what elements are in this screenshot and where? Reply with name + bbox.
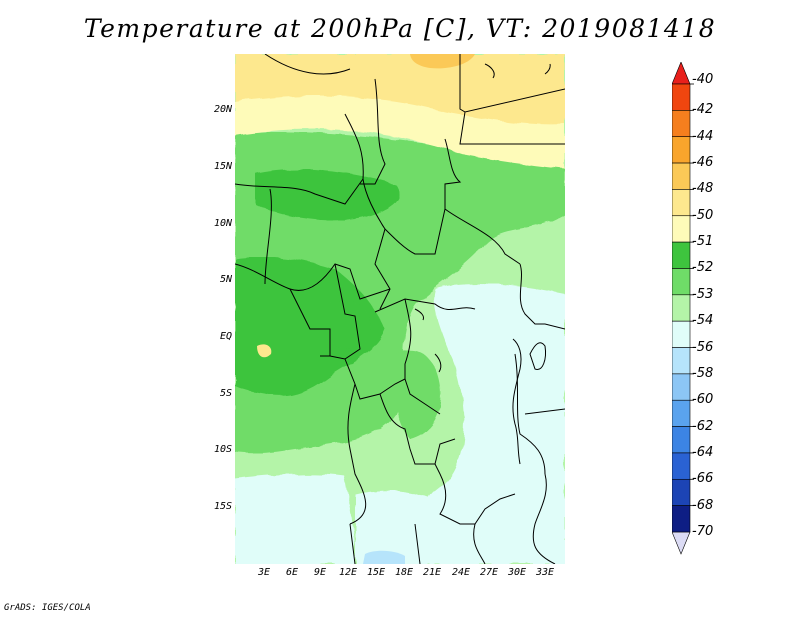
legend-label: -50 [692,207,714,223]
legend-label: -56 [692,339,714,355]
lat-label: 15N [213,161,232,172]
legend-swatch [672,294,691,322]
legend-swatch [672,268,691,296]
legend-swatch [672,241,691,269]
legend-label: -46 [692,155,714,171]
legend-label: -60 [692,392,714,408]
lat-label: 10S [213,444,232,455]
legend-swatch [672,426,691,454]
legend-cap-top [672,62,691,85]
country-borders [235,54,565,564]
legend-label: -53 [692,286,714,302]
lon-label: 27E [479,567,499,578]
legend-label: -44 [692,128,714,144]
chart-title: Temperature at 200hPa [C], VT: 201908141… [83,14,717,43]
legend-swatch [672,83,691,111]
field-cold-southwest [235,473,355,564]
legend-cap-bottom [672,531,691,555]
legend-swatch [672,189,691,217]
color-legend [672,62,694,555]
field-dark-green [235,257,385,396]
legend-label: -62 [692,418,714,434]
field-cold-blue-patch [363,550,405,564]
legend-swatch [672,478,691,506]
legend-label: -52 [692,260,714,276]
legend-swatch [672,320,691,348]
lat-label: 5N [219,274,232,285]
lon-label: 3E [257,567,271,578]
legend-swatch [672,347,691,375]
legend-label: -64 [692,444,714,460]
field-yellow-patch-eq [257,344,272,358]
legend-swatch [672,136,691,164]
legend-label: -40 [692,72,714,87]
field-dark-green-central [330,300,371,350]
legend-swatch [672,505,691,533]
legend-swatch [672,110,691,138]
lat-label: 20N [213,104,232,115]
field-orange-patch [410,54,475,69]
field-cold-south [355,490,495,564]
lat-label: 15S [213,501,232,512]
legend-swatch [672,215,691,243]
legend-label: -51 [692,234,714,250]
lon-label: 33E [535,567,555,578]
legend-label: -58 [692,365,714,381]
lon-label: 18E [394,567,414,578]
legend-swatch [672,373,691,401]
temperature-map [235,54,565,564]
legend-label: -54 [692,313,714,329]
legend-swatch [672,162,691,190]
field-yellow [235,54,565,125]
legend-swatch [672,399,691,427]
footer-credit: GrADS: IGES/COLA [4,603,91,613]
lon-label: 9E [313,567,327,578]
legend-label: -70 [692,524,714,539]
lon-label: 12E [338,567,358,578]
lat-label: EQ [219,331,232,342]
lon-label: 15E [366,567,386,578]
lon-label: 21E [422,567,442,578]
lon-label: 30E [507,567,527,578]
lat-label: 5S [219,388,232,399]
lon-label: 24E [451,567,471,578]
legend-label: -68 [692,497,714,513]
lon-label: 6E [285,567,299,578]
legend-label: -42 [692,102,714,118]
legend-swatch [672,452,691,480]
lat-label: 10N [213,218,232,229]
legend-label: -48 [692,181,714,197]
legend-label: -66 [692,471,714,487]
